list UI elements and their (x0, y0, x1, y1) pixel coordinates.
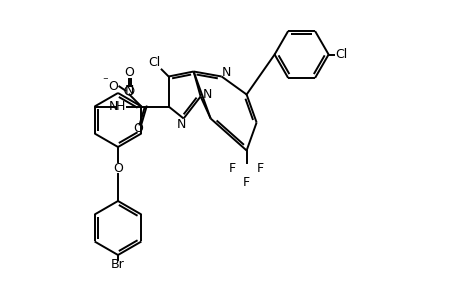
Text: N: N (221, 66, 231, 79)
Text: O: O (124, 66, 134, 79)
Text: N: N (202, 88, 212, 101)
Text: N: N (177, 118, 186, 131)
Text: Cl: Cl (148, 56, 160, 69)
Text: N: N (109, 100, 118, 113)
Text: H: H (116, 100, 125, 113)
Text: O: O (108, 80, 118, 93)
Text: O: O (113, 161, 123, 175)
Text: $^{-}$: $^{-}$ (101, 76, 109, 86)
Text: Cl: Cl (335, 48, 347, 61)
Text: N: N (124, 84, 134, 97)
Text: Br: Br (111, 257, 124, 271)
Text: O: O (134, 122, 143, 135)
Text: F: F (242, 176, 250, 189)
Text: F: F (229, 162, 235, 175)
Text: F: F (257, 162, 263, 175)
